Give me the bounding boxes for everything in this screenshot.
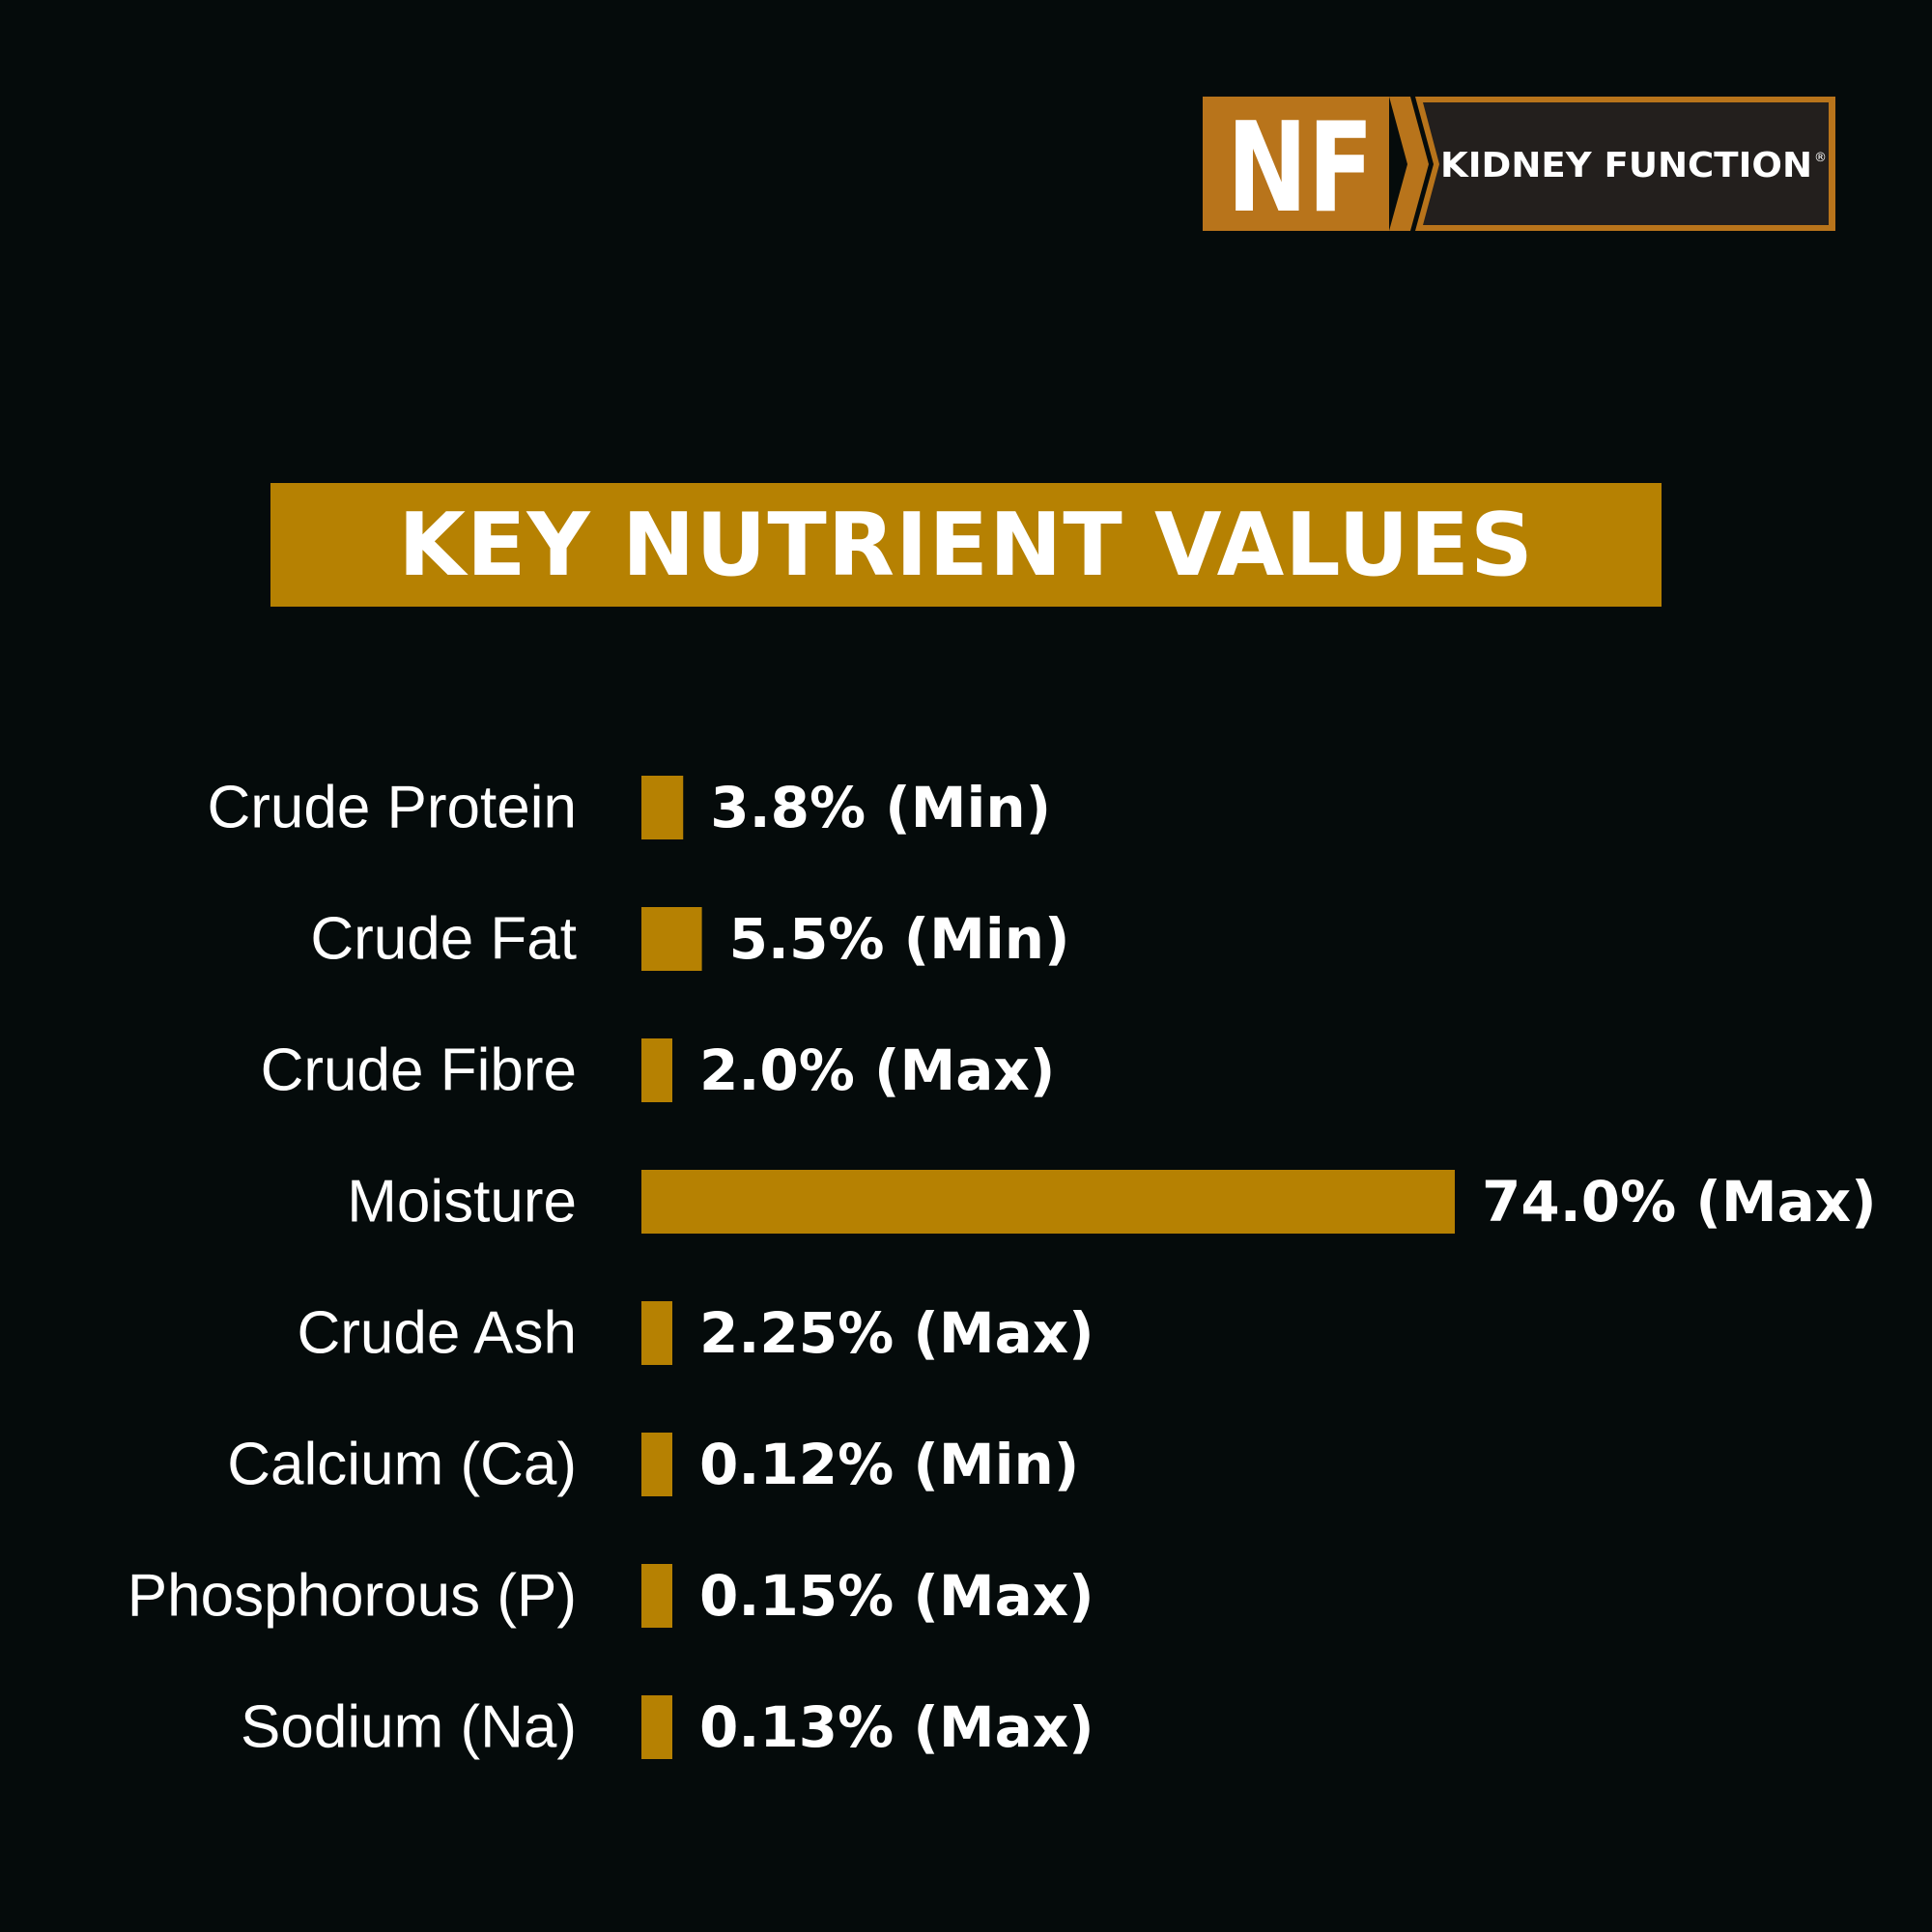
category-label: Crude Protein bbox=[207, 775, 577, 841]
nutrient-bar bbox=[641, 1170, 1455, 1234]
nutrient-bar bbox=[641, 1695, 672, 1759]
nutrient-bar bbox=[641, 776, 684, 839]
nutrient-bar bbox=[641, 1433, 672, 1496]
brand-logo: NF KIDNEY FUNCTION ® bbox=[1203, 97, 1835, 241]
category-label: Crude Fat bbox=[310, 906, 577, 973]
category-label: Phosphorous (P) bbox=[128, 1563, 577, 1630]
value-label: 0.15% (Max) bbox=[699, 1563, 1094, 1629]
nutrient-bar-chart: Crude Protein 3.8% (Min) Crude Fat 5.5% (Mi… bbox=[128, 775, 1877, 1761]
value-label: 2.25% (Max) bbox=[699, 1300, 1094, 1366]
logo-registered-mark: ® bbox=[1814, 151, 1827, 165]
value-label: 74.0% (Max) bbox=[1482, 1169, 1877, 1235]
nutrient-bar bbox=[641, 1564, 672, 1628]
chart-title-bar: KEY NUTRIENT VALUES bbox=[270, 483, 1662, 607]
category-label: Sodium (Na) bbox=[241, 1694, 577, 1761]
nutrient-bar bbox=[641, 1038, 672, 1102]
value-label: 3.8% (Min) bbox=[710, 775, 1051, 840]
logo-panel bbox=[1423, 102, 1829, 225]
category-label: Calcium (Ca) bbox=[227, 1432, 577, 1498]
category-label: Crude Ash bbox=[297, 1300, 577, 1367]
chart-title: KEY NUTRIENT VALUES bbox=[398, 494, 1534, 596]
logo-badge-text: NF bbox=[1227, 97, 1374, 241]
value-label: 0.12% (Min) bbox=[699, 1432, 1079, 1497]
category-label: Moisture bbox=[347, 1169, 577, 1236]
logo-brand-name: KIDNEY FUNCTION bbox=[1440, 146, 1812, 185]
nutrient-bar bbox=[641, 907, 702, 971]
category-label: Crude Fibre bbox=[261, 1037, 577, 1104]
logo-chevron bbox=[1389, 97, 1429, 231]
value-label: 2.0% (Max) bbox=[699, 1037, 1055, 1103]
value-label: 5.5% (Min) bbox=[729, 906, 1070, 972]
value-label: 0.13% (Max) bbox=[699, 1694, 1094, 1760]
nutrient-bar bbox=[641, 1301, 672, 1365]
logo-badge-bg bbox=[1203, 97, 1389, 231]
